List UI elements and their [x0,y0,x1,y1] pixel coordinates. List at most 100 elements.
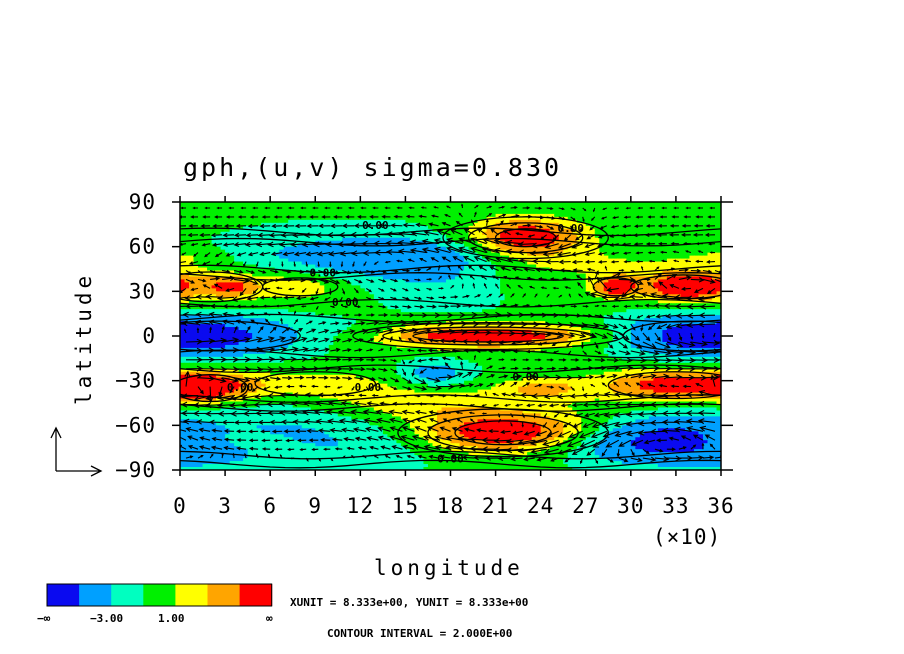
heatmap-cell [482,249,488,254]
heatmap-cell [482,312,488,316]
heatmap-cell [387,306,393,310]
heatmap-cell [585,210,591,215]
heatmap-cell [337,204,343,209]
heatmap-cell [711,225,718,230]
heatmap-cell [193,264,199,269]
heatmap-cell [518,225,524,230]
heatmap-cell [360,309,366,313]
heatmap-cell [558,219,564,224]
heatmap-cell [261,300,267,304]
heatmap-cell [459,228,465,233]
heatmap-cell [369,252,375,257]
heatmap-cell [491,225,497,230]
heatmap-cell [716,285,721,289]
heatmap-cell [702,318,709,322]
heatmap-cell [360,288,366,292]
heatmap-cell [216,264,222,269]
heatmap-cell [554,207,560,212]
heatmap-cell [716,228,721,233]
heatmap-cell [671,237,677,242]
heatmap-cell [572,234,578,239]
heatmap-cell [274,261,280,266]
heatmap-cell [518,240,524,245]
heatmap-cell [522,216,528,221]
heatmap-cell [328,306,334,310]
heatmap-cell [193,237,199,242]
heatmap-cell [482,243,488,248]
heatmap-cell [414,291,420,295]
heatmap-cell [716,309,721,313]
heatmap-cell [288,273,294,278]
heatmap-cell [445,261,452,266]
heatmap-cell [288,228,294,233]
heatmap-cell [432,273,438,278]
heatmap-cell [630,231,636,236]
heatmap-cell [391,273,397,278]
heatmap-cell [671,309,677,313]
heatmap-cell [698,315,704,319]
heatmap-cell [211,249,217,254]
heatmap-cell [558,222,564,227]
heatmap-cell [707,312,713,316]
heatmap-cell [364,288,370,292]
heatmap-cell [189,240,195,245]
heatmap-cell [612,246,618,251]
heatmap-cell [684,207,691,212]
heatmap-cell [639,303,645,307]
heatmap-cell [675,312,682,316]
heatmap-cell [355,267,361,272]
heatmap-cell [216,285,222,289]
heatmap-cell [234,285,240,289]
heatmap-cell [400,312,407,316]
heatmap-cell [698,202,704,206]
heatmap-cell [653,228,659,233]
heatmap-cell [621,202,627,206]
heatmap-cell [675,291,682,295]
heatmap-cell [355,207,361,212]
heatmap-cell [193,207,199,212]
heatmap-cell [617,309,623,313]
heatmap-cell [292,306,298,310]
heatmap-cell [400,318,407,322]
heatmap-cell [626,222,632,227]
heatmap-cell [207,228,213,233]
heatmap-cell [518,234,524,239]
heatmap-cell [387,285,393,289]
heatmap-cell [500,243,506,248]
heatmap-cell [270,249,276,254]
heatmap-cell [342,315,348,319]
heatmap-cell [599,255,605,260]
heatmap-cell [468,279,474,283]
heatmap-cell [617,213,623,218]
heatmap-cell [504,234,510,239]
heatmap-cell [373,315,379,319]
heatmap-cell [585,312,591,316]
heatmap-cell [680,207,686,212]
heatmap-cell [184,249,190,254]
heatmap-cell [351,273,357,278]
heatmap-cell [369,291,375,295]
heatmap-cell [184,258,190,263]
heatmap-cell [432,303,438,307]
heatmap-cell [238,267,244,272]
heatmap-cell [423,264,429,269]
heatmap-cell [545,207,551,212]
heatmap-cell [351,264,357,269]
heatmap-cell [545,288,551,292]
heatmap-cell [400,202,407,206]
heatmap-cell [193,294,199,298]
heatmap-cell [689,243,695,248]
heatmap-cell [288,267,294,272]
heatmap-cell [684,318,691,322]
heatmap-cell [455,202,461,206]
heatmap-cell [387,267,393,272]
heatmap-cell [603,202,609,206]
heatmap-cell [671,234,677,239]
heatmap-cell [558,237,564,242]
heatmap-cell [189,312,195,316]
heatmap-cell [337,306,343,310]
heatmap-cell [531,222,537,227]
heatmap-cell [373,255,379,260]
heatmap-cell [585,279,591,283]
heatmap-cell [563,267,569,272]
